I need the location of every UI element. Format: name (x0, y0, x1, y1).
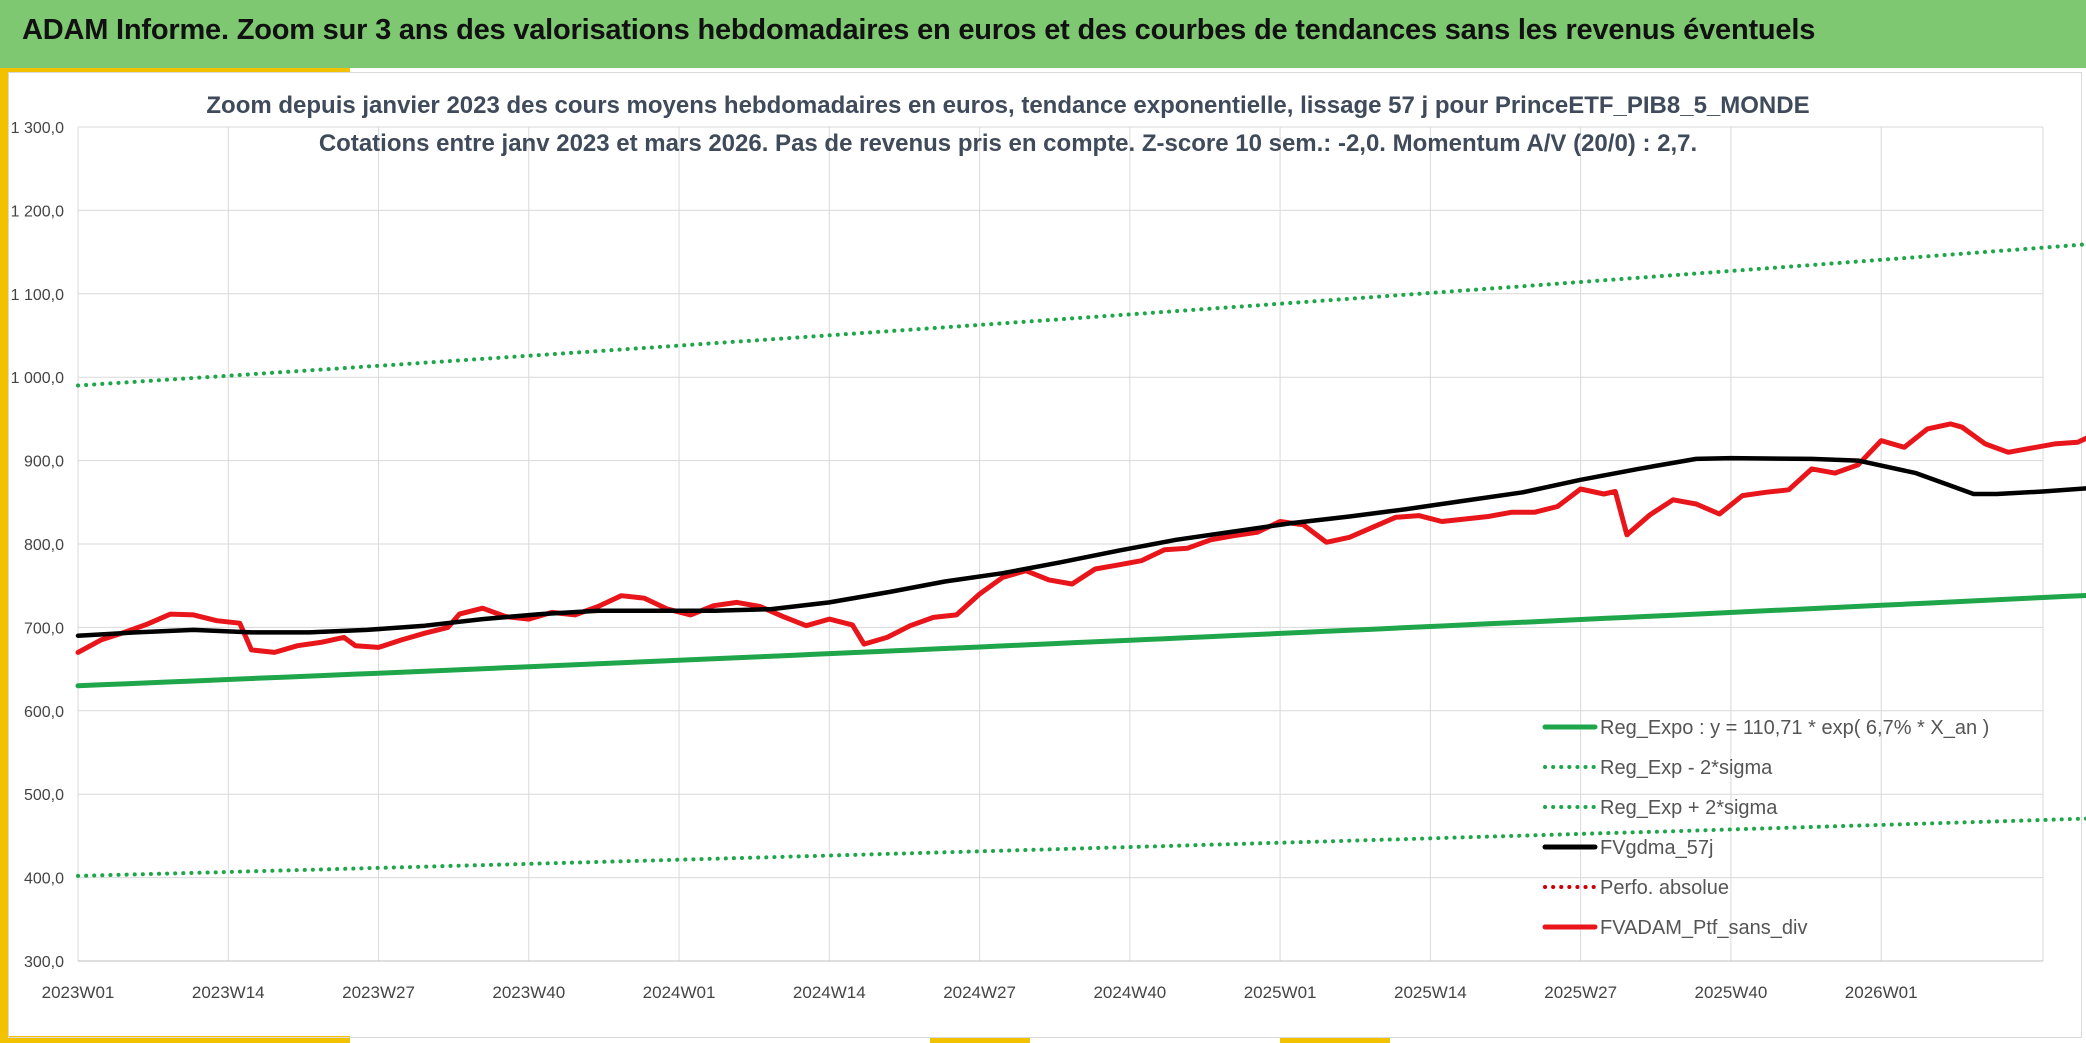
frame-accent-top (0, 68, 350, 73)
x-axis: 2023W01 2023W14 2023W27 2023W40 2024W01 2024W… (42, 960, 2043, 1002)
x-tick-label: 2024W14 (793, 983, 866, 1002)
x-tick-label: 2023W27 (342, 983, 415, 1002)
y-tick-label: 1 000,0 (11, 370, 64, 387)
legend: Reg_Expo : y = 110,71 * exp( 6,7% * X_an… (1542, 717, 1989, 939)
frame-accent-bottom-3 (1280, 1038, 1390, 1043)
y-tick-label: 1 100,0 (11, 287, 64, 304)
y-tick-label: 1 200,0 (11, 203, 64, 220)
series-reg-exp-plus-2sigma (76, 242, 2086, 388)
chart-title-line-2: Cotations entre janv 2023 et mars 2026. … (318, 130, 1698, 157)
x-tick-label: 2026W01 (1845, 983, 1918, 1002)
legend-label: FVgdma_57j (1600, 837, 1713, 859)
x-tick-label: 2024W40 (1093, 983, 1166, 1002)
legend-label: Reg_Exp + 2*sigma (1600, 797, 1778, 819)
chart-title-line-1: Zoom depuis janvier 2023 des cours moyen… (206, 92, 1810, 119)
frame-accent-bottom-2 (930, 1038, 1030, 1043)
x-tick-label: 2025W01 (1244, 983, 1317, 1002)
series-fvgdma-57j (75, 455, 2086, 638)
x-tick-label: 2025W27 (1544, 983, 1617, 1002)
x-tick-label: 2024W01 (643, 983, 716, 1002)
legend-label: Reg_Exp - 2*sigma (1600, 757, 1773, 779)
legend-label: FVADAM_Ptf_sans_div (1600, 917, 1808, 939)
y-tick-label: 1 300,0 (11, 120, 64, 137)
series-reg-expo (75, 592, 2086, 689)
grid-lines (77, 126, 2044, 962)
legend-label: Perfo. absolue (1600, 877, 1729, 899)
frame-accent-left (0, 68, 8, 1043)
y-tick-label: 800,0 (24, 537, 64, 554)
y-tick-label: 700,0 (24, 620, 64, 637)
series-fvadam-ptf-sans-div (75, 421, 2086, 655)
x-tick-label: 2024W27 (943, 983, 1016, 1002)
frame-accent-bottom (0, 1036, 350, 1043)
x-tick-label: 2023W40 (492, 983, 565, 1002)
x-tick-label: 2025W14 (1394, 983, 1467, 1002)
y-tick-label: 300,0 (24, 954, 64, 971)
x-tick-label: 2023W01 (42, 983, 115, 1002)
y-tick-label: 600,0 (24, 704, 64, 721)
y-tick-label: 400,0 (24, 871, 64, 888)
y-tick-label: 500,0 (24, 787, 64, 804)
series-reg-exp-minus-2sigma (76, 816, 2086, 878)
header-banner: ADAM Informe. Zoom sur 3 ans des valoris… (0, 0, 2086, 68)
x-tick-label: 2025W40 (1695, 983, 1768, 1002)
chart-area-border (8, 72, 2082, 1038)
x-tick-label: 2023W14 (192, 983, 265, 1002)
y-axis: 300,0 400,0 500,0 600,0 700,0 800,0 900,0 1 000… (11, 120, 64, 971)
legend-label: Reg_Expo : y = 110,71 * exp( 6,7% * X_an… (1600, 717, 1989, 739)
y-tick-label: 900,0 (24, 454, 64, 471)
series-group (75, 242, 2086, 878)
page-title: ADAM Informe. Zoom sur 3 ans des valoris… (22, 14, 1816, 46)
